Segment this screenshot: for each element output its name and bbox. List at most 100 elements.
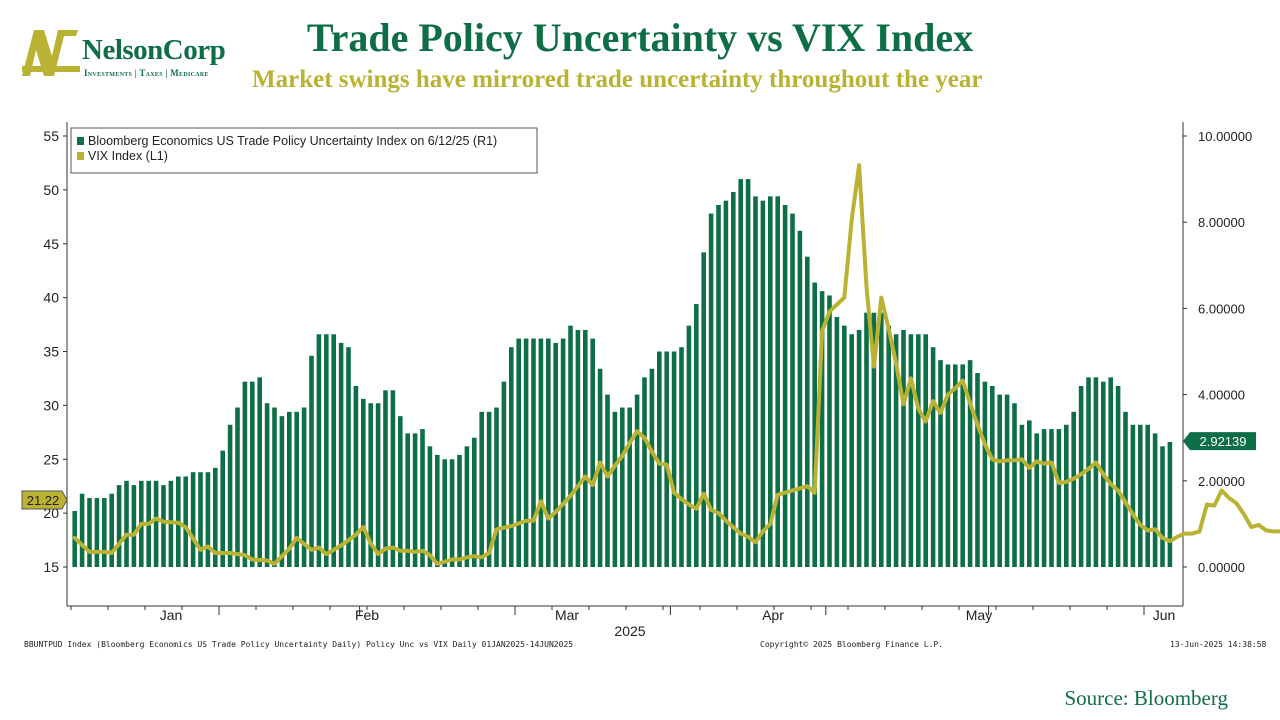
tpu-bar bbox=[982, 381, 988, 567]
source-note: Source: Bloomberg bbox=[1064, 686, 1228, 710]
left-tick-label: 45 bbox=[43, 236, 59, 252]
x-tick-label: Mar bbox=[555, 607, 579, 623]
tpu-bar bbox=[361, 398, 366, 567]
tpu-bar bbox=[849, 334, 854, 567]
tpu-bar bbox=[205, 472, 211, 567]
tpu-bar bbox=[1004, 394, 1010, 567]
tpu-bar bbox=[531, 338, 536, 567]
tpu-bar bbox=[1027, 420, 1032, 567]
tpu-bar bbox=[760, 200, 766, 567]
tpu-bar bbox=[967, 360, 973, 567]
right-tick-label: 8.00000 bbox=[1198, 215, 1245, 230]
x-tick-label: Apr bbox=[762, 607, 784, 623]
tpu-bar bbox=[1034, 433, 1039, 567]
tpu-bar bbox=[183, 476, 188, 567]
tpu-bar bbox=[790, 213, 795, 567]
tpu-bar bbox=[198, 472, 203, 567]
tpu-bar bbox=[509, 347, 514, 567]
tpu-bar bbox=[886, 325, 891, 567]
tpu-bar bbox=[398, 416, 403, 567]
tpu-bar bbox=[997, 394, 1002, 567]
tpu-bar bbox=[938, 360, 943, 567]
right-tick-label: 2.00000 bbox=[1198, 474, 1245, 489]
tpu-bar bbox=[627, 407, 632, 567]
tpu-bar bbox=[353, 385, 359, 567]
tpu-bar bbox=[546, 338, 551, 567]
tpu-bar bbox=[679, 347, 684, 567]
tpu-bar bbox=[538, 338, 544, 567]
tpu-bar bbox=[1093, 377, 1099, 567]
tpu-bar bbox=[634, 394, 640, 567]
tpu-bar bbox=[864, 312, 869, 567]
tpu-bar bbox=[590, 338, 595, 567]
legend-box bbox=[70, 127, 538, 174]
tpu-bar bbox=[427, 446, 433, 567]
tpu-bar bbox=[94, 498, 100, 567]
tpu-bar bbox=[250, 381, 255, 567]
tpu-bar bbox=[412, 433, 418, 567]
legend-swatch bbox=[77, 152, 84, 160]
page-subtitle: Market swings have mirrored trade uncert… bbox=[252, 66, 983, 93]
tpu-bar bbox=[1123, 411, 1128, 567]
tpu-bar bbox=[464, 446, 470, 567]
right-tick-label: 6.00000 bbox=[1198, 301, 1245, 316]
tpu-bar bbox=[834, 317, 840, 567]
tpu-bar bbox=[827, 295, 832, 567]
tpu-bar bbox=[1130, 424, 1136, 567]
legend-swatch bbox=[77, 137, 84, 145]
left-tick-label: 50 bbox=[43, 182, 59, 198]
tpu-bar bbox=[1071, 411, 1076, 567]
vix-line bbox=[72, 163, 1280, 566]
tpu-bar bbox=[87, 498, 92, 567]
tpu-bar bbox=[620, 407, 625, 567]
footer-index-info: BBUNTPUD Index (Bloomberg Economics US T… bbox=[24, 640, 574, 649]
tpu-bar bbox=[368, 403, 373, 567]
vix-last-value: 21.22 bbox=[27, 493, 60, 508]
tpu-bar bbox=[346, 347, 351, 567]
tpu-bar bbox=[797, 230, 803, 567]
legend-label: Bloomberg Economics US Trade Policy Unce… bbox=[88, 134, 497, 148]
tpu-bar bbox=[102, 498, 107, 567]
tpu-bar bbox=[472, 437, 477, 567]
left-tick-label: 40 bbox=[43, 290, 59, 306]
tpu-bar bbox=[738, 179, 743, 567]
tpu-bar bbox=[220, 450, 225, 567]
tpu-bar bbox=[930, 347, 936, 567]
logo-tagline: Investments | Taxes | Medicare bbox=[84, 68, 209, 78]
tpu-bar bbox=[324, 334, 329, 567]
tpu-bar bbox=[390, 390, 396, 567]
tpu-bar bbox=[1167, 442, 1173, 567]
tpu-bar bbox=[1138, 424, 1143, 567]
tpu-bar bbox=[79, 493, 85, 567]
tpu-bar bbox=[916, 334, 921, 567]
tpu-bar bbox=[686, 325, 692, 567]
tpu-bar bbox=[975, 373, 980, 567]
tpu-bar bbox=[405, 433, 410, 567]
logo-name: NelsonCorp bbox=[82, 34, 226, 66]
tpu-bar bbox=[1152, 433, 1158, 567]
tpu-bar bbox=[479, 411, 484, 567]
tpu-bar bbox=[842, 325, 847, 567]
logo-mark-icon bbox=[22, 30, 80, 76]
tpu-bar bbox=[383, 390, 388, 567]
tpu-bar bbox=[856, 329, 862, 567]
tpu-bar bbox=[1056, 429, 1062, 567]
tpu-bar bbox=[375, 403, 381, 567]
tpu-bar bbox=[301, 407, 307, 567]
tpu-bar bbox=[501, 381, 507, 567]
page-title: Trade Policy Uncertainty vs VIX Index bbox=[0, 14, 1280, 61]
tpu-bar bbox=[287, 411, 292, 567]
tpu-bar bbox=[190, 472, 196, 567]
tpu-bar bbox=[153, 480, 159, 567]
tpu-bar bbox=[871, 312, 877, 567]
tpu-bar bbox=[272, 407, 277, 567]
tpu-bar bbox=[109, 493, 114, 567]
tpu-bar bbox=[553, 342, 558, 567]
tpu-bar bbox=[420, 429, 425, 567]
tpu-bar bbox=[516, 338, 521, 567]
tpu-bar bbox=[442, 459, 447, 567]
tpu-bar bbox=[279, 416, 285, 567]
tpu-bar bbox=[124, 480, 129, 567]
tpu-last-value-tag bbox=[1183, 432, 1256, 451]
